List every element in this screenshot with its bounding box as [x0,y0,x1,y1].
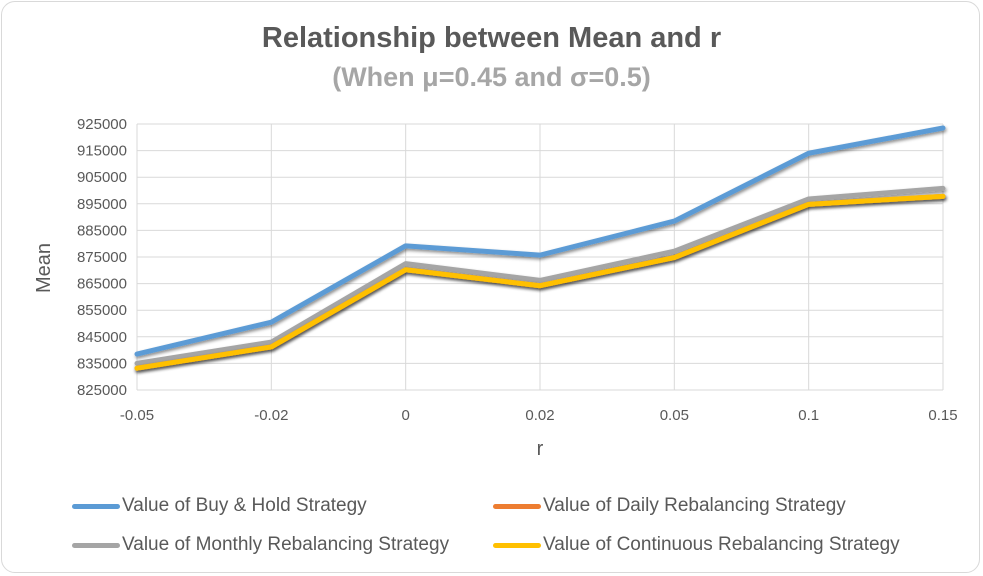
y-tick-label: 875000 [77,249,127,266]
x-tick-label: 0.1 [798,407,819,424]
y-tick-label: 855000 [77,302,127,319]
chart-title: Relationship between Mean and r [261,22,722,54]
y-tick-label: 885000 [77,222,127,239]
y-tick-label: 835000 [77,355,127,372]
x-tick-label: 0.02 [525,407,554,424]
chart-subtitle: (When μ=0.45 and σ=0.5) [332,62,651,92]
y-axis-title: Mean [33,243,55,293]
y-tick-label: 845000 [77,329,127,346]
series-line-value-of-continuous-rebalancing-strategy [134,193,946,371]
x-tick-label: 0.05 [660,407,689,424]
x-axis-title: r [537,438,544,460]
y-tick-label: 895000 [77,196,127,213]
y-tick-label: 825000 [77,382,127,399]
series-lines [134,125,946,371]
x-tick-label: 0 [401,407,409,424]
y-tick-label: 865000 [77,276,127,293]
series-line-value-of-buy-hold-strategy [134,125,946,357]
series-line-value-of-monthly-rebalancing-strategy [134,185,946,366]
x-tick-label: -0.05 [120,407,154,424]
y-axis-ticks: 925000 915000 905000 895000 885000 875000 8650… [77,116,127,399]
y-tick-label: 905000 [77,169,127,186]
x-tick-label: 0.15 [928,407,957,424]
y-tick-label: 925000 [77,116,127,133]
x-tick-label: -0.02 [254,407,288,424]
x-axis-ticks: -0.05 -0.02 0 0.02 0.05 0.1 0.15 [120,407,958,424]
y-tick-label: 915000 [77,143,127,160]
gridlines [136,123,944,391]
